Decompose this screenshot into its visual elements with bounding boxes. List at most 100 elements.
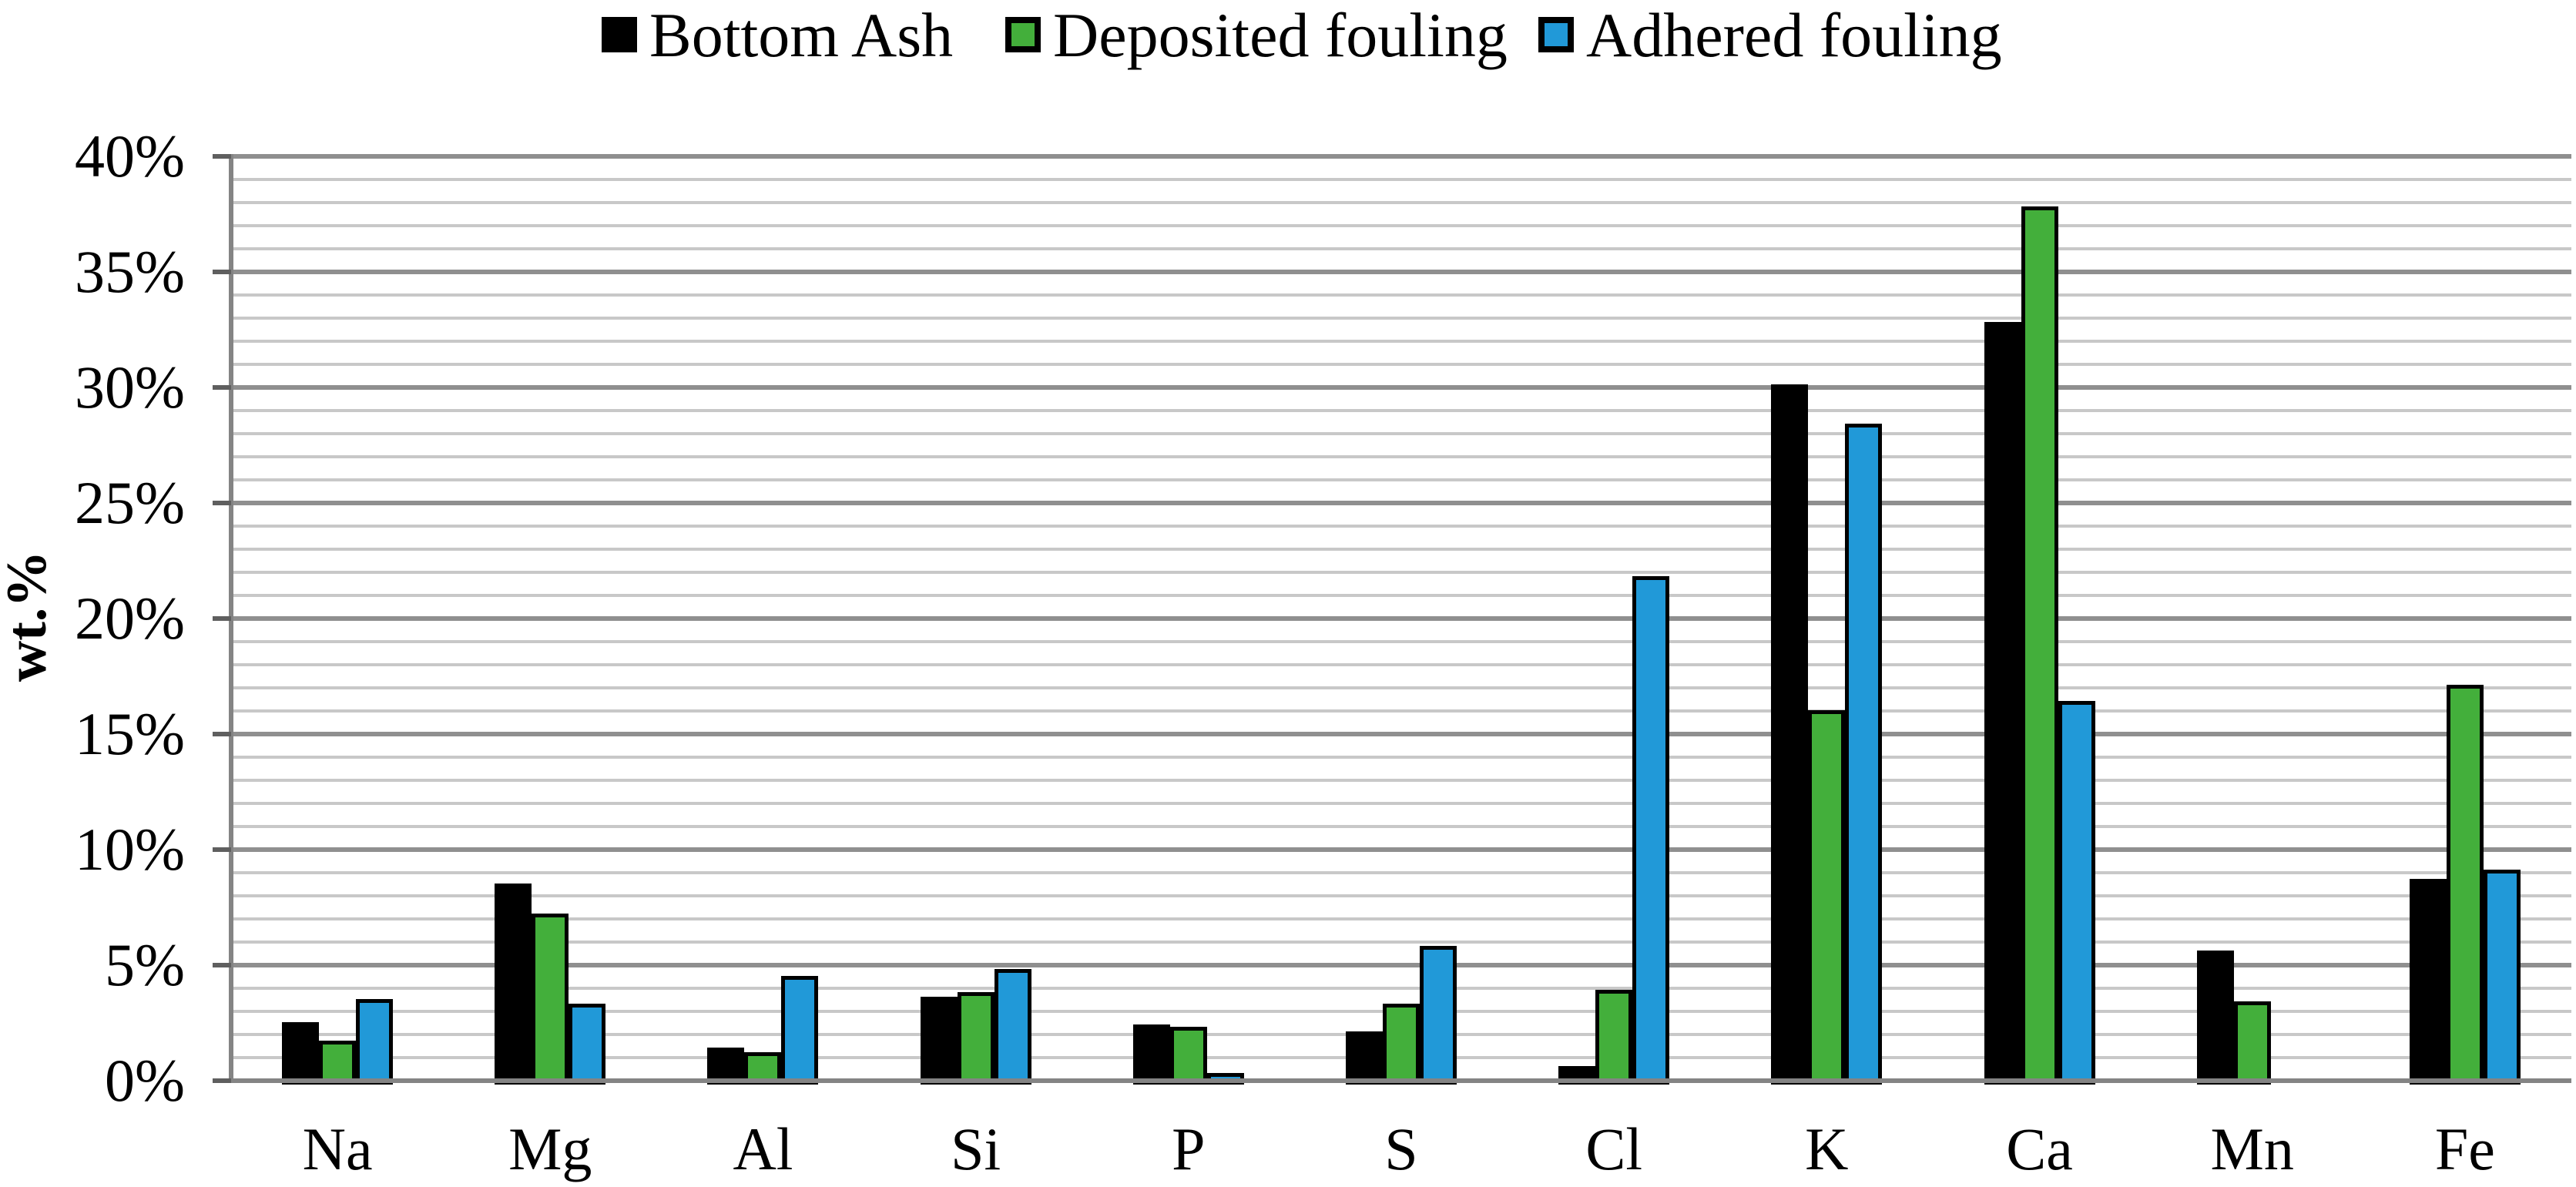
bar-adhered-fouling-Fe: [2483, 870, 2521, 1085]
bar-bottom-ash-Mn: [2196, 951, 2234, 1085]
bar-deposited-fouling-K: [1808, 710, 1846, 1085]
minor-gridline-13: [231, 779, 2571, 782]
major-gridline-40: [231, 154, 2571, 159]
minor-gridline-11: [231, 825, 2571, 828]
y-tick-label-25%: 25%: [75, 469, 185, 536]
bar-adhered-fouling-S: [1420, 946, 1457, 1085]
x-category-label-Na: Na: [302, 1115, 373, 1182]
bar-deposited-fouling-Si: [957, 992, 995, 1085]
y-tick-label-10%: 10%: [75, 816, 185, 883]
bar-bottom-ash-P: [1132, 1024, 1170, 1085]
minor-gridline-8: [231, 894, 2571, 897]
legend-label-deposited-fouling: Deposited fouling: [1053, 0, 1508, 70]
bar-deposited-fouling-Ca: [2021, 206, 2058, 1085]
y-axis-tick-40: [213, 154, 231, 159]
x-axis-line: [229, 1078, 2571, 1083]
x-category-label-Ca: Ca: [2006, 1115, 2073, 1182]
minor-gridline-23: [231, 548, 2571, 551]
major-gridline-35: [231, 270, 2571, 274]
bar-adhered-fouling-Al: [781, 976, 819, 1085]
minor-gridline-6: [231, 941, 2571, 944]
legend-swatch-icon-adhered-fouling: [1538, 17, 1574, 52]
y-axis-title: wt.%: [0, 550, 59, 682]
minor-gridline-16: [231, 709, 2571, 713]
major-gridline-25: [231, 501, 2571, 505]
y-axis-tick-0: [213, 1078, 231, 1083]
minor-gridline-36: [231, 247, 2571, 250]
major-gridline-20: [231, 616, 2571, 621]
bar-adhered-fouling-Cl: [1632, 576, 1670, 1085]
minor-gridline-14: [231, 756, 2571, 759]
minor-gridline-4: [231, 987, 2571, 990]
x-category-label-P: P: [1172, 1115, 1206, 1182]
minor-gridline-34: [231, 293, 2571, 297]
bar-adhered-fouling-Mg: [569, 1004, 606, 1085]
minor-gridline-38: [231, 201, 2571, 204]
bar-bottom-ash-Si: [920, 997, 958, 1085]
y-axis-line: [229, 154, 233, 1083]
bar-bottom-ash-Na: [282, 1022, 320, 1085]
bar-deposited-fouling-Mg: [532, 914, 569, 1085]
y-tick-label-15%: 15%: [75, 700, 185, 767]
y-axis-tick-10: [213, 847, 231, 852]
y-axis-tick-20: [213, 616, 231, 621]
legend-swatch-icon-deposited-fouling: [1005, 17, 1041, 52]
y-tick-label-35%: 35%: [75, 238, 185, 305]
minor-gridline-12: [231, 802, 2571, 805]
bar-bottom-ash-Mg: [495, 884, 532, 1085]
bar-adhered-fouling-Si: [994, 969, 1031, 1085]
minor-gridline-28: [231, 432, 2571, 435]
x-category-label-Fe: Fe: [2434, 1115, 2495, 1182]
y-axis-tick-15: [213, 732, 231, 736]
major-gridline-15: [231, 732, 2571, 736]
minor-gridline-39: [231, 178, 2571, 181]
y-tick-label-0%: 0%: [105, 1047, 185, 1114]
y-tick-label-5%: 5%: [105, 931, 185, 998]
x-category-label-Al: Al: [733, 1115, 793, 1182]
x-category-label-Mg: Mg: [508, 1115, 592, 1182]
minor-gridline-37: [231, 224, 2571, 227]
y-axis-tick-35: [213, 270, 231, 274]
legend-label-adhered-fouling: Adhered fouling: [1586, 0, 2002, 70]
bar-adhered-fouling-K: [1845, 424, 1883, 1085]
bar-bottom-ash-K: [1771, 384, 1809, 1085]
x-category-label-Cl: Cl: [1585, 1115, 1643, 1182]
y-tick-label-20%: 20%: [75, 585, 185, 652]
minor-gridline-32: [231, 340, 2571, 343]
major-gridline-30: [231, 385, 2571, 390]
minor-gridline-24: [231, 525, 2571, 528]
bar-deposited-fouling-S: [1383, 1004, 1420, 1085]
minor-gridline-9: [231, 871, 2571, 874]
minor-gridline-18: [231, 663, 2571, 666]
bar-adhered-fouling-Na: [356, 999, 394, 1085]
major-gridline-5: [231, 963, 2571, 967]
bar-deposited-fouling-Cl: [1595, 990, 1633, 1085]
y-axis-tick-5: [213, 963, 231, 967]
legend-label-bottom-ash: Bottom Ash: [649, 0, 954, 70]
minor-gridline-21: [231, 594, 2571, 597]
minor-gridline-31: [231, 363, 2571, 366]
y-axis-tick-25: [213, 501, 231, 505]
legend-swatch-icon-bottom-ash: [602, 17, 637, 52]
bar-bottom-ash-Ca: [1984, 322, 2021, 1085]
minor-gridline-22: [231, 571, 2571, 574]
y-tick-label-30%: 30%: [75, 354, 185, 421]
minor-gridline-26: [231, 478, 2571, 481]
bar-bottom-ash-Fe: [2409, 879, 2447, 1085]
bar-adhered-fouling-Ca: [2058, 701, 2095, 1085]
major-gridline-10: [231, 847, 2571, 852]
x-category-label-Mn: Mn: [2210, 1115, 2294, 1182]
bar-deposited-fouling-Mn: [2233, 1001, 2271, 1085]
bar-deposited-fouling-P: [1169, 1027, 1207, 1085]
x-category-label-K: K: [1805, 1115, 1849, 1182]
bar-deposited-fouling-Fe: [2446, 685, 2484, 1085]
y-tick-label-40%: 40%: [75, 122, 185, 189]
minor-gridline-7: [231, 917, 2571, 920]
y-axis-tick-30: [213, 385, 231, 390]
x-category-label-Si: Si: [951, 1115, 1001, 1182]
x-category-label-S: S: [1384, 1115, 1418, 1182]
bar-bottom-ash-S: [1346, 1031, 1383, 1085]
minor-gridline-29: [231, 409, 2571, 412]
minor-gridline-17: [231, 686, 2571, 689]
